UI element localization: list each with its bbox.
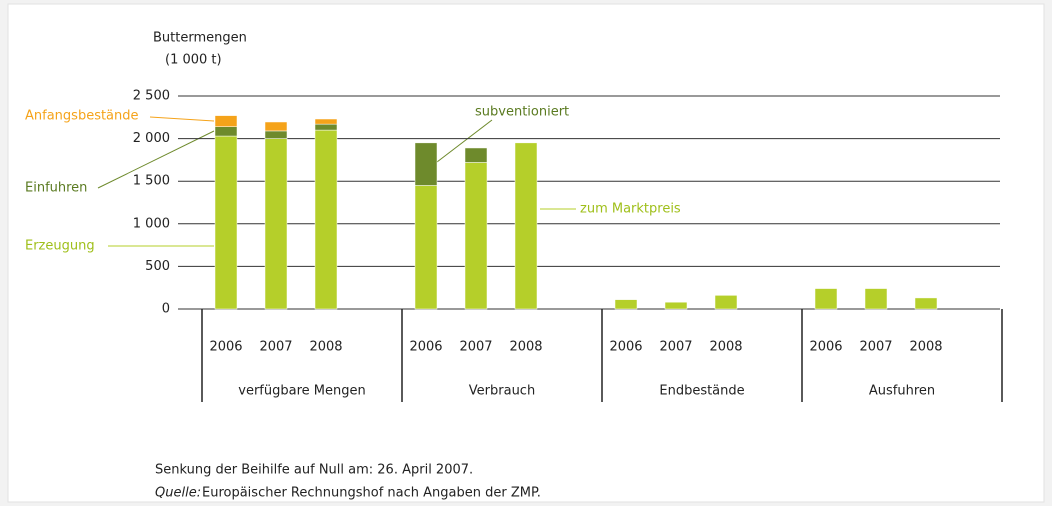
annotation: zum Marktpreis bbox=[580, 202, 681, 217]
bar-segment bbox=[264, 138, 288, 310]
bar-segment bbox=[314, 123, 338, 131]
y-tick-label: 1 000 bbox=[133, 216, 170, 231]
y-label: Buttermengen bbox=[153, 31, 247, 46]
annotation: Erzeugung bbox=[25, 239, 95, 254]
group-label: verfügbare Mengen bbox=[238, 384, 365, 399]
bar-segment bbox=[814, 288, 838, 310]
y-tick-label: 2 500 bbox=[133, 89, 170, 104]
x-tick-label: 2006 bbox=[209, 340, 242, 355]
bar-segment bbox=[914, 297, 938, 310]
group-label: Ausfuhren bbox=[869, 384, 935, 399]
bar-segment bbox=[464, 147, 488, 163]
source: Europäischer Rechnungshof nach Angaben d… bbox=[202, 486, 541, 501]
bar-segment bbox=[864, 288, 888, 310]
x-tick-label: 2008 bbox=[709, 340, 742, 355]
x-tick-label: 2006 bbox=[409, 340, 442, 355]
y-tick-label: 2 000 bbox=[133, 131, 170, 146]
x-tick-label: 2006 bbox=[609, 340, 642, 355]
x-tick-label: 2008 bbox=[909, 340, 942, 355]
x-tick-label: 2007 bbox=[459, 340, 492, 355]
group-label: Verbrauch bbox=[469, 384, 535, 399]
x-tick-label: 2007 bbox=[259, 340, 292, 355]
bar-segment bbox=[264, 121, 288, 132]
annotation: subventioniert bbox=[475, 105, 569, 120]
y-tick-label: 500 bbox=[145, 259, 170, 274]
note: Senkung der Beihilfe auf Null am: 26. Ap… bbox=[155, 463, 473, 478]
group-label: Endbestände bbox=[659, 384, 744, 399]
bar-segment bbox=[314, 118, 338, 125]
y-tick-label: 1 500 bbox=[133, 174, 170, 189]
x-tick-label: 2008 bbox=[309, 340, 342, 355]
annotation: Anfangsbestände bbox=[25, 109, 139, 124]
bar-segment bbox=[414, 185, 438, 310]
bar-segment bbox=[514, 142, 538, 310]
source-label: Quelle: bbox=[155, 486, 201, 501]
bar-segment bbox=[264, 130, 288, 139]
x-tick-label: 2007 bbox=[659, 340, 692, 355]
bar-segment bbox=[714, 295, 738, 310]
bar-segment bbox=[664, 301, 688, 310]
bar-segment bbox=[314, 129, 338, 310]
bar-segment bbox=[214, 115, 238, 127]
y-unit: (1 000 t) bbox=[165, 53, 222, 68]
bar-segment bbox=[614, 299, 638, 310]
x-tick-label: 2007 bbox=[859, 340, 892, 355]
x-tick-label: 2008 bbox=[509, 340, 542, 355]
annotation: Einfuhren bbox=[25, 181, 87, 196]
leader bbox=[149, 116, 215, 122]
x-tick-label: 2006 bbox=[809, 340, 842, 355]
y-tick-label: 0 bbox=[162, 302, 170, 317]
bar-segment bbox=[214, 126, 238, 137]
leader bbox=[436, 119, 493, 163]
bar-segment bbox=[414, 142, 438, 186]
bar-segment bbox=[464, 162, 488, 310]
bar-segment bbox=[214, 135, 238, 310]
leader bbox=[97, 130, 215, 189]
